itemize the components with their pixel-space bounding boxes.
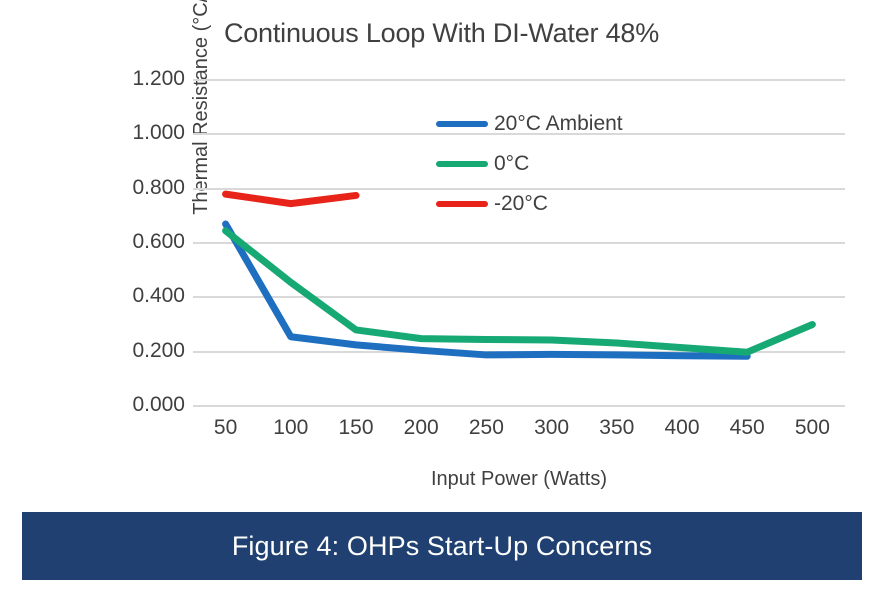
y-axis-title: Thermal Resistance (°C/W) <box>30 0 212 215</box>
series-line <box>222 190 360 208</box>
gridline <box>193 405 845 407</box>
x-axis-tick-label: 350 <box>599 416 635 439</box>
gridline <box>193 296 845 299</box>
x-axis-tick-label: 100 <box>273 416 309 439</box>
y-axis-tick-label: 0.000 <box>132 393 185 416</box>
legend-swatch-icon <box>436 161 488 167</box>
legend-swatch-icon <box>436 201 488 207</box>
legend-label: 20°C Ambient <box>494 112 623 135</box>
legend-item[interactable]: 0°C <box>436 144 686 184</box>
chart-legend: 20°C Ambient 0°C -20°C <box>436 104 686 224</box>
x-axis-tick-label: 250 <box>468 416 504 439</box>
series-lines <box>222 190 816 360</box>
gridline <box>193 187 845 190</box>
gridline <box>193 242 845 244</box>
legend-label: -20°C <box>494 192 548 215</box>
x-axis-title: Input Power (Watts) <box>431 468 607 490</box>
x-axis-tick-label: 450 <box>729 416 765 439</box>
x-axis-tick-label: 300 <box>534 416 570 439</box>
series-line <box>222 220 751 360</box>
y-axis-tick-labels: 0.000 0.200 0.400 0.600 0.800 1.000 1.200 <box>95 67 185 416</box>
chart-card: Continuous Loop With DI-Water 48% Therma… <box>30 0 845 490</box>
legend-item[interactable]: 20°C Ambient <box>436 104 686 144</box>
x-axis-tick-labels: 50 100 150 200 250 300 350 400 450 500 <box>193 416 845 448</box>
gridline <box>193 79 845 81</box>
legend-item[interactable]: -20°C <box>436 184 686 224</box>
x-axis-tick-label: 500 <box>794 416 830 439</box>
y-axis-tick-label: 1.000 <box>132 121 185 145</box>
y-axis-tick-label: 0.400 <box>132 284 185 308</box>
x-axis-tick-label: 200 <box>403 416 439 439</box>
y-axis-tick-label: 0.600 <box>132 230 185 253</box>
figure-caption-text: Figure 4: OHPs Start-Up Concerns <box>231 530 653 561</box>
x-axis-tick-label: 150 <box>338 416 374 439</box>
y-axis-tick-label: 0.200 <box>132 338 185 362</box>
gridline <box>193 133 845 136</box>
figure-caption-bar: Figure 4: OHPs Start-Up Concerns <box>22 512 862 580</box>
series-line <box>222 227 816 356</box>
x-axis-tick-label: 50 <box>213 416 238 439</box>
x-axis-tick-label: 400 <box>664 416 700 439</box>
y-axis-tick-label: 0.800 <box>132 175 185 199</box>
y-axis-tick-label: 1.200 <box>132 67 185 90</box>
legend-swatch-icon <box>436 121 488 127</box>
legend-label: 0°C <box>494 152 530 175</box>
plot-area <box>193 79 845 407</box>
chart-title: Continuous Loop With DI-Water 48% <box>223 18 660 48</box>
